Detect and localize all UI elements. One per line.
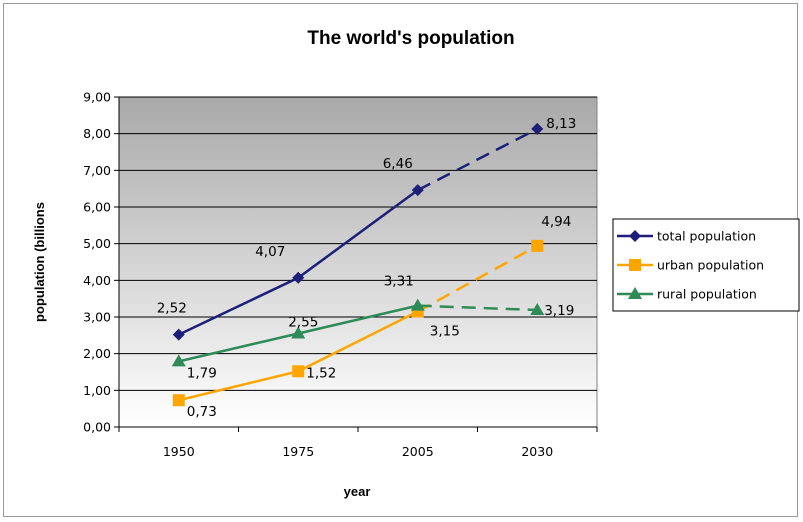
y-tick-label: 8,00 [83, 126, 111, 141]
rural-population-point [171, 354, 186, 367]
total-population-data-label: 4,07 [255, 244, 285, 260]
rural-population-data-label: 2,55 [288, 315, 318, 331]
legend-total-population-marker [629, 230, 641, 242]
legend-rural-population-marker [628, 287, 642, 299]
data-labels: 2,52 4,07 6,46 8,13 0,73 1,52 3,15 4,94 1,79 2,55… [157, 116, 577, 420]
urban-population-data-label: 3,15 [430, 324, 460, 340]
total-population-point [531, 122, 544, 135]
x-axis-title: year [344, 484, 371, 499]
urban-population-data-label: 0,73 [187, 404, 217, 420]
y-tick-label: 0,00 [83, 420, 111, 435]
legend-urban-population-marker [629, 259, 641, 271]
rural-population-point [530, 303, 545, 316]
total-population-data-label: 6,46 [383, 156, 413, 172]
gridlines [119, 96, 597, 391]
rural-population-projection [417, 304, 538, 312]
rural-population-data-label: 1,79 [187, 365, 217, 381]
y-tick-label: 1,00 [83, 383, 111, 398]
y-tick-label: 4,00 [83, 273, 111, 288]
x-tick-label: 1950 [163, 444, 195, 459]
legend-total-population-label: total population [657, 229, 756, 244]
y-tick-label: 9,00 [83, 90, 111, 105]
total-population-projection [417, 127, 538, 192]
rural-population-data-label: 3,19 [544, 303, 574, 319]
urban-population-data-label: 4,94 [541, 214, 571, 230]
total-population-data-label: 2,52 [157, 301, 187, 317]
urban-population-projection [417, 244, 538, 313]
rural-population-point [291, 326, 306, 339]
x-tick-label: 2005 [402, 444, 434, 459]
y-axis-title: population (billions [32, 202, 47, 322]
total-population-point [172, 328, 185, 341]
series-group [171, 122, 545, 407]
y-tick-label: 6,00 [83, 200, 111, 215]
legend-urban-population-label: urban population [657, 258, 764, 273]
rural-population-data-label: 3,31 [384, 274, 414, 290]
total-population-point [292, 271, 305, 284]
y-tick-label: 7,00 [83, 163, 111, 178]
y-tick-label: 2,00 [83, 346, 111, 361]
axes: 0,00 1,00 2,00 3,00 4,00 5,00 6,00 7,00 8,00 9,00… [83, 90, 598, 459]
chart-title: The world's population [307, 28, 514, 49]
y-tick-label: 3,00 [83, 310, 111, 325]
urban-population-point [531, 239, 544, 252]
plot-area [118, 96, 598, 428]
urban-population-data-label: 1,52 [306, 365, 336, 381]
legend: total population urban population rural po… [612, 218, 800, 312]
x-tick-label: 2030 [521, 444, 553, 459]
urban-population-point [292, 365, 305, 378]
total-population-data-label: 8,13 [546, 116, 576, 132]
total-population-point [411, 184, 424, 197]
x-tick-label: 1975 [282, 444, 314, 459]
urban-population-point [172, 394, 185, 407]
y-tick-label: 5,00 [83, 236, 111, 251]
rural-population-point [410, 298, 425, 311]
legend-rural-population-label: rural population [657, 287, 757, 302]
